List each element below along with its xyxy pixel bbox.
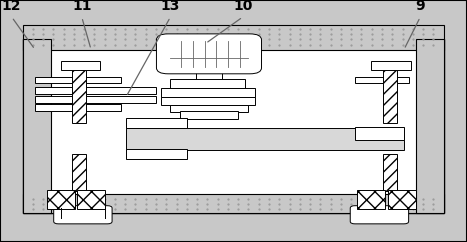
Bar bbox=[388, 190, 416, 209]
Bar bbox=[23, 194, 444, 213]
FancyBboxPatch shape bbox=[156, 34, 262, 74]
Bar bbox=[23, 25, 444, 50]
Bar bbox=[77, 190, 105, 209]
Text: 11: 11 bbox=[72, 0, 92, 13]
Bar bbox=[126, 149, 187, 159]
Bar bbox=[23, 39, 444, 213]
Text: 9: 9 bbox=[416, 0, 425, 13]
Bar bbox=[196, 67, 222, 80]
Bar bbox=[72, 154, 86, 191]
Bar bbox=[355, 127, 404, 140]
Bar bbox=[355, 77, 409, 83]
Text: 10: 10 bbox=[233, 0, 253, 13]
Bar bbox=[161, 88, 255, 97]
Bar bbox=[35, 104, 121, 111]
Text: 13: 13 bbox=[161, 0, 180, 13]
Bar bbox=[35, 77, 121, 83]
Bar bbox=[416, 39, 444, 213]
Bar bbox=[371, 60, 411, 70]
Bar bbox=[61, 60, 100, 70]
Bar bbox=[47, 190, 75, 209]
Bar bbox=[357, 190, 385, 209]
Bar bbox=[72, 70, 86, 123]
Bar bbox=[23, 39, 51, 213]
FancyBboxPatch shape bbox=[54, 206, 112, 224]
Bar bbox=[170, 105, 248, 112]
Bar bbox=[383, 70, 397, 123]
Bar bbox=[35, 87, 156, 94]
Bar bbox=[180, 111, 238, 119]
Bar bbox=[161, 97, 255, 105]
Bar bbox=[35, 96, 156, 103]
Bar bbox=[383, 154, 397, 191]
Bar bbox=[126, 118, 187, 128]
Bar bbox=[126, 128, 404, 150]
Text: 12: 12 bbox=[2, 0, 21, 13]
Bar bbox=[170, 79, 245, 88]
FancyBboxPatch shape bbox=[350, 206, 409, 224]
